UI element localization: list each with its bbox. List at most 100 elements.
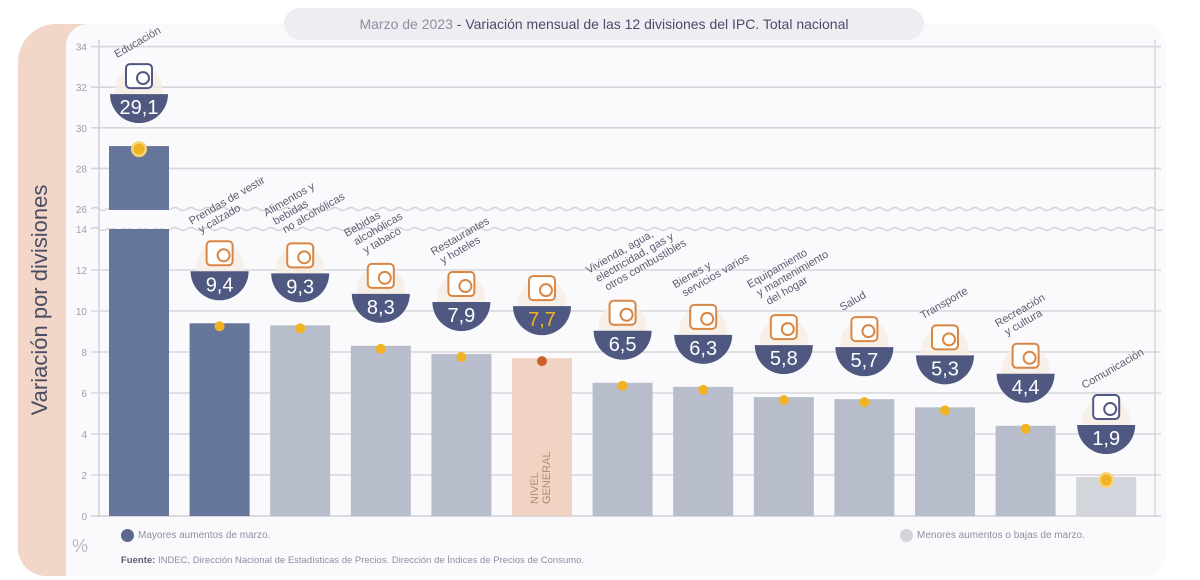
legend-low: Menores aumentos o bajas de marzo. xyxy=(900,529,1085,542)
icon-detail xyxy=(942,332,956,347)
bar xyxy=(109,229,169,516)
title-separator: - xyxy=(452,16,466,32)
value-label: 9,4 xyxy=(206,274,234,296)
washing-machine-icon xyxy=(769,314,798,341)
y-tick-label: 34 xyxy=(76,43,88,54)
bar xyxy=(431,354,492,516)
value-label: 5,8 xyxy=(770,348,798,370)
bar xyxy=(270,325,331,516)
value-badge xyxy=(271,273,330,303)
bar-group: 5,7 Salud xyxy=(834,289,895,516)
category-label-line: Comunicación xyxy=(1080,346,1146,391)
value-label: 29,1 xyxy=(120,97,159,119)
value-badge xyxy=(190,271,249,301)
scissors-icon xyxy=(689,303,718,330)
value-label: 5,3 xyxy=(931,358,959,380)
icon-detail xyxy=(297,250,312,265)
car-icon xyxy=(931,324,959,351)
source-text: INDEC, Dirección Nacional de Estadística… xyxy=(155,555,585,566)
value-badge xyxy=(916,355,974,385)
y-tick-label: 12 xyxy=(76,266,88,277)
y-tick-label: 2 xyxy=(81,471,87,482)
value-marker xyxy=(456,352,467,363)
bar-group: 9,4 Prendas de vestiry calzado xyxy=(187,174,273,516)
y-tick-label: 4 xyxy=(81,430,87,441)
legend-high-label: Mayores aumentos de marzo. xyxy=(138,530,271,541)
y-tick-label: 32 xyxy=(76,83,88,94)
icon-detail xyxy=(539,283,553,298)
value-badge xyxy=(754,345,813,375)
category-label: Prendas de vestiry calzado xyxy=(187,174,273,238)
value-marker xyxy=(698,384,709,395)
food-icon xyxy=(286,242,315,269)
category-label: Restaurantesy hoteles xyxy=(429,215,498,269)
value-label: 4,4 xyxy=(1012,377,1040,399)
icon-shape xyxy=(769,314,798,341)
icon-detail xyxy=(136,71,150,86)
value-label: 6,5 xyxy=(609,334,637,356)
bar-group: 4,4 Recreacióny cultura xyxy=(993,292,1056,516)
y-tick-label: 0 xyxy=(81,512,87,523)
y-tick-label: 28 xyxy=(76,164,88,175)
icon-shape xyxy=(608,299,637,326)
axis-break-lower xyxy=(90,226,1164,232)
legend-high-swatch xyxy=(121,529,134,542)
value-badge xyxy=(351,293,410,323)
icon-detail xyxy=(700,311,715,326)
icon-shape xyxy=(931,324,959,351)
axis-break-upper xyxy=(90,206,1164,212)
tshirt-icon xyxy=(205,240,234,267)
value-label: 1,9 xyxy=(1092,428,1120,450)
value-badge xyxy=(513,306,571,336)
bar-group: 5,3 Transporte xyxy=(915,285,975,516)
value-label: 7,9 xyxy=(447,305,475,327)
category-label-line: Transporte xyxy=(919,285,971,322)
icon-detail xyxy=(377,270,392,285)
bar-group: 8,3 Bebidasalcohólicasy tabaco xyxy=(342,209,411,516)
icon-detail xyxy=(1103,402,1118,417)
value-marker xyxy=(859,397,870,408)
y-tick-label: 6 xyxy=(81,389,87,400)
y-tick-label: 14 xyxy=(76,225,88,236)
value-marker xyxy=(375,343,386,354)
value-badge xyxy=(110,94,168,124)
y-tick-label: 8 xyxy=(81,348,87,359)
category-label: Equipamientoy mantenimientodel hogar xyxy=(745,238,836,312)
category-label: Educación xyxy=(113,25,163,61)
bar xyxy=(753,397,814,516)
tablet-icon xyxy=(125,63,153,90)
title-text: Variación mensual de las 12 divisiones d… xyxy=(465,16,849,32)
source-label: Fuente: xyxy=(121,555,156,566)
category-label: Salud xyxy=(838,289,868,313)
y-tick-label: 30 xyxy=(76,124,88,135)
bar xyxy=(673,386,734,516)
icon-shape xyxy=(125,63,153,90)
plate-icon xyxy=(447,271,476,298)
general-bar-label-line: NIVEL xyxy=(529,472,541,504)
value-marker xyxy=(214,321,225,332)
icon-detail xyxy=(861,324,876,339)
value-label: 8,3 xyxy=(367,297,395,319)
value-label: 9,3 xyxy=(286,276,314,298)
chart-title: Marzo de 2023 - Variación mensual de las… xyxy=(284,8,924,40)
bar xyxy=(915,407,975,516)
bar xyxy=(189,323,250,516)
unit-label: % xyxy=(72,536,89,556)
value-marker xyxy=(617,380,628,391)
bottle-icon xyxy=(366,262,395,289)
basket-icon xyxy=(528,275,556,302)
category-label: Transporte xyxy=(919,285,971,322)
icon-detail xyxy=(619,307,634,322)
value-label: 5,7 xyxy=(850,350,878,372)
value-marker xyxy=(537,356,547,367)
bar xyxy=(350,345,411,516)
medical-cross-icon xyxy=(850,316,879,343)
icon-shape xyxy=(850,316,879,343)
bar-group: 7,9 Restaurantesy hoteles xyxy=(429,215,498,516)
general-bar-label-line: GENERAL xyxy=(541,451,553,504)
title-date: Marzo de 2023 xyxy=(359,16,453,32)
value-badge xyxy=(432,302,491,332)
value-label: 6,3 xyxy=(689,338,717,360)
